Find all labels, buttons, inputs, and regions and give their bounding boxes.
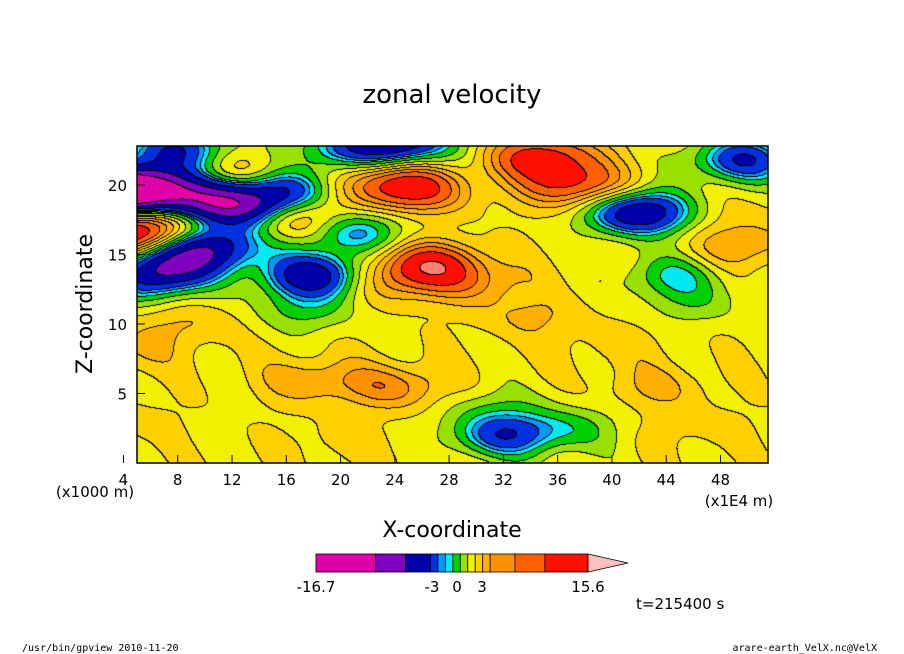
colorbar-segment	[489, 553, 516, 573]
colorbar-segment	[544, 553, 589, 573]
colorbar-segment	[405, 553, 431, 573]
x-tick-label: 44	[657, 471, 676, 489]
footer-left: /usr/bin/gpview 2010-11-20	[22, 643, 179, 654]
y-tick-label: 10	[108, 316, 127, 334]
x-tick-label: 32	[494, 471, 513, 489]
x-tick-label: 36	[548, 471, 567, 489]
y-tick-label: 15	[108, 246, 127, 264]
plot-area	[136, 145, 769, 464]
footer-right: arare-earth_VelX.nc@VelX	[733, 643, 878, 654]
y-axis-label: Z-coordinate	[73, 234, 98, 374]
colorbar-segment	[474, 553, 484, 573]
chart-title: zonal velocity	[362, 80, 541, 110]
x-tick-label: 4	[119, 471, 129, 489]
x-axis-ticks: 4 8 12 16 20 24 28 32 36 40 44 48	[119, 455, 730, 489]
y-axis-ticks: 5 10 15 20	[108, 177, 145, 403]
colorbar-mid-label-neg: -3	[425, 578, 440, 596]
colorbar-segment	[430, 553, 439, 573]
x-tick-label: 24	[385, 471, 404, 489]
x-tick-label: 40	[602, 471, 621, 489]
x-tick-label: 16	[277, 471, 296, 489]
x-axis-label: X-coordinate	[382, 518, 521, 543]
y-tick-label: 20	[108, 177, 127, 195]
y-axis-unit: (x1000 m)	[56, 483, 134, 501]
plot-frame	[136, 145, 769, 464]
x-axis-unit: (x1E4 m)	[705, 492, 774, 510]
colorbar-segment	[437, 553, 446, 573]
x-tick-label: 8	[173, 471, 183, 489]
time-label: t=215400 s	[636, 595, 724, 613]
x-tick-label: 20	[331, 471, 350, 489]
colorbar-segment	[467, 553, 476, 573]
colorbar-segment	[452, 553, 461, 573]
colorbar-overflow-arrow	[587, 553, 629, 573]
x-tick-label: 48	[711, 471, 730, 489]
colorbar-segment	[375, 553, 406, 573]
colorbar	[315, 553, 629, 573]
x-tick-label: 12	[222, 471, 241, 489]
x-tick-label: 28	[440, 471, 459, 489]
y-tick-label: 5	[117, 385, 127, 403]
colorbar-mid-label-zero: 0	[452, 578, 462, 596]
colorbar-segment	[444, 553, 454, 573]
colorbar-segment	[315, 553, 377, 573]
colorbar-segment	[514, 553, 546, 573]
colorbar-max-label: 15.6	[571, 578, 604, 596]
colorbar-mid-label-pos: 3	[477, 578, 487, 596]
colorbar-min-label: -16.7	[297, 578, 336, 596]
colorbar-segment	[459, 553, 469, 573]
velocity-field	[137, 146, 768, 463]
colorbar-segment	[482, 553, 491, 573]
